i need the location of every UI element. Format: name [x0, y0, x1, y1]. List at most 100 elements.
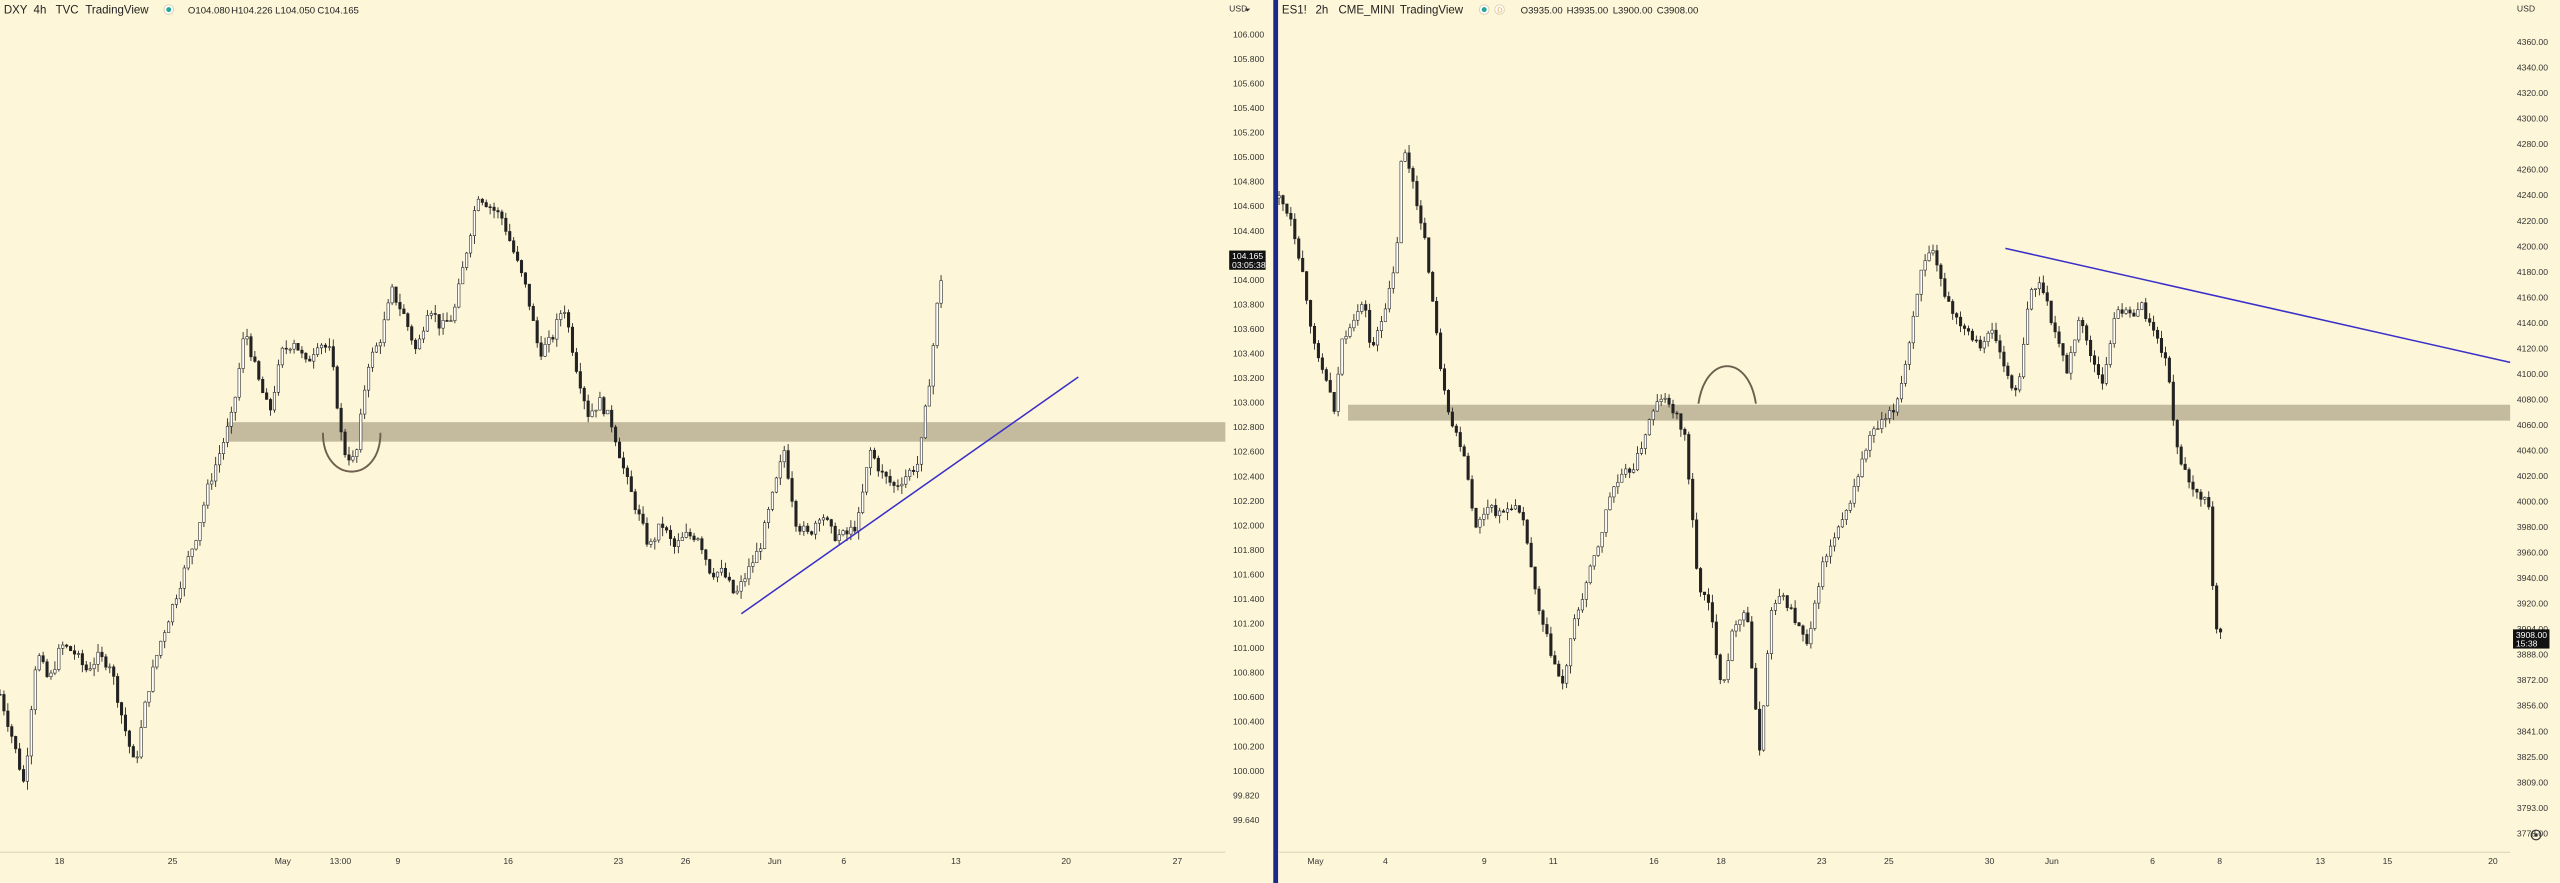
price-tick-label: 4340.00 — [2517, 63, 2548, 73]
candle-body — [2049, 300, 2053, 324]
support-resistance-zone[interactable] — [226, 422, 1226, 442]
candle-body — [845, 530, 849, 535]
arc-annotation-bottom[interactable] — [321, 432, 382, 473]
candle-body — [21, 769, 26, 782]
candle-body — [2207, 497, 2211, 508]
candle-body — [790, 478, 794, 502]
candle-body — [108, 666, 112, 669]
candle-body — [304, 352, 308, 360]
candle-body — [1750, 621, 1754, 669]
candle-body — [151, 666, 155, 692]
candle-body — [1907, 342, 1911, 365]
trendline[interactable] — [2005, 247, 2511, 364]
candle-body — [645, 523, 649, 545]
price-tick-label: 99.640 — [1233, 815, 1260, 825]
time-tick-label: May — [275, 856, 292, 866]
dxy-time-axis[interactable]: 18 25 May 13:00 9 16 23 26 Jun 6 13 20 27 — [0, 851, 1226, 866]
trendline[interactable] — [740, 376, 1079, 615]
price-tick-label: 3960.00 — [2517, 548, 2548, 558]
candle-body — [535, 320, 539, 344]
price-tick-label: 4080.00 — [2517, 394, 2548, 404]
candle-body — [582, 387, 586, 402]
candle-body — [53, 669, 57, 674]
candle-body — [2199, 491, 2203, 500]
candle-body — [1383, 308, 1387, 322]
candle-body — [1561, 675, 1565, 684]
time-tick-label: May — [1307, 856, 1324, 866]
chevron-down-icon[interactable] — [1244, 8, 1251, 12]
candle-body — [1293, 218, 1297, 240]
candle-body — [2179, 446, 2183, 465]
time-tick-label: 18 — [55, 856, 65, 866]
time-tick-label: 8 — [2217, 856, 2222, 866]
candle-body — [488, 206, 492, 208]
candle-body — [743, 578, 747, 582]
time-tick-label: 6 — [2150, 856, 2155, 866]
gear-icon[interactable] — [2530, 829, 2542, 841]
time-tick-label: 25 — [1884, 856, 1894, 866]
es-price-axis[interactable]: USD 4360.00 4340.00 4320.00 4300.00 4280.00 4… — [2513, 4, 2550, 839]
candle-body — [1762, 705, 1766, 751]
candle-body — [574, 352, 578, 372]
es-time-axis[interactable]: May 4 9 11 16 18 23 25 30 Jun 6 8 13 15 20 — [1279, 851, 2511, 866]
es-plot-area[interactable] — [1277, 144, 2511, 756]
candle-body — [2163, 352, 2167, 359]
candle-body — [1435, 301, 1439, 334]
delay-status-icon[interactable] — [1494, 4, 1505, 15]
candle-body — [853, 526, 857, 532]
candle-body — [912, 469, 916, 472]
candle-body — [1931, 250, 1935, 254]
es-interval[interactable]: 2h — [1315, 4, 1328, 16]
candle-body — [1643, 434, 1647, 449]
candle-body — [2132, 312, 2136, 317]
candle-body — [178, 587, 182, 600]
arc-annotation-top[interactable] — [1697, 365, 1757, 404]
candle-body — [1379, 321, 1384, 332]
candle-body — [1439, 332, 1443, 369]
candle-body — [1683, 429, 1687, 435]
candle-body — [225, 426, 229, 443]
price-tick-label: 4320.00 — [2517, 88, 2548, 98]
pane-divider[interactable] — [1273, 0, 1279, 883]
candle-body — [1375, 330, 1380, 346]
dxy-currency-label[interactable]: USD — [1229, 4, 1247, 14]
candle-body — [1718, 654, 1722, 681]
dxy-plot-area[interactable] — [0, 196, 1226, 790]
candle-body — [1710, 602, 1714, 623]
candle-body — [868, 449, 873, 469]
candle-body — [2171, 381, 2175, 421]
candle-body — [935, 302, 939, 346]
chart-settings-button[interactable] — [2530, 829, 2542, 841]
candle-body — [1616, 481, 1620, 488]
candle-body — [908, 469, 912, 478]
candle-body — [1572, 618, 1577, 640]
candle-body — [406, 313, 410, 327]
candle-body — [1372, 342, 1376, 346]
candle-body — [688, 531, 692, 537]
dxy-platform: TradingView — [85, 4, 149, 16]
candle-body — [370, 351, 375, 368]
candle-body — [1675, 412, 1679, 415]
dxy-chart-pane[interactable]: DXY 4h TVC TradingView O104.080 H104.226… — [0, 4, 1266, 866]
candle-body — [668, 529, 673, 539]
candle-body — [257, 361, 261, 380]
candle-body — [418, 338, 422, 350]
dxy-interval[interactable]: 4h — [34, 4, 47, 16]
es-symbol[interactable]: ES1! — [1282, 4, 1307, 16]
candle-body — [794, 501, 798, 527]
candle-body — [1320, 357, 1324, 370]
es-chart-pane[interactable]: ES1! 2h CME_MINI TradingView D O3935.00 … — [1277, 4, 2550, 866]
candle-body — [335, 366, 339, 409]
candle-body — [316, 347, 320, 355]
time-tick-label: Jun — [768, 856, 782, 866]
dxy-symbol[interactable]: DXY — [4, 4, 28, 16]
time-tick-label: 9 — [396, 856, 401, 866]
dxy-price-axis[interactable]: USD 106.000 105.800 105.600 105.400 105.200 1… — [1229, 4, 1266, 825]
candle-body — [296, 342, 300, 351]
support-resistance-zone[interactable] — [1347, 404, 2511, 421]
candle-body — [437, 314, 441, 329]
time-tick-label: 27 — [1173, 856, 1183, 866]
es-currency-label[interactable]: USD — [2517, 4, 2535, 14]
